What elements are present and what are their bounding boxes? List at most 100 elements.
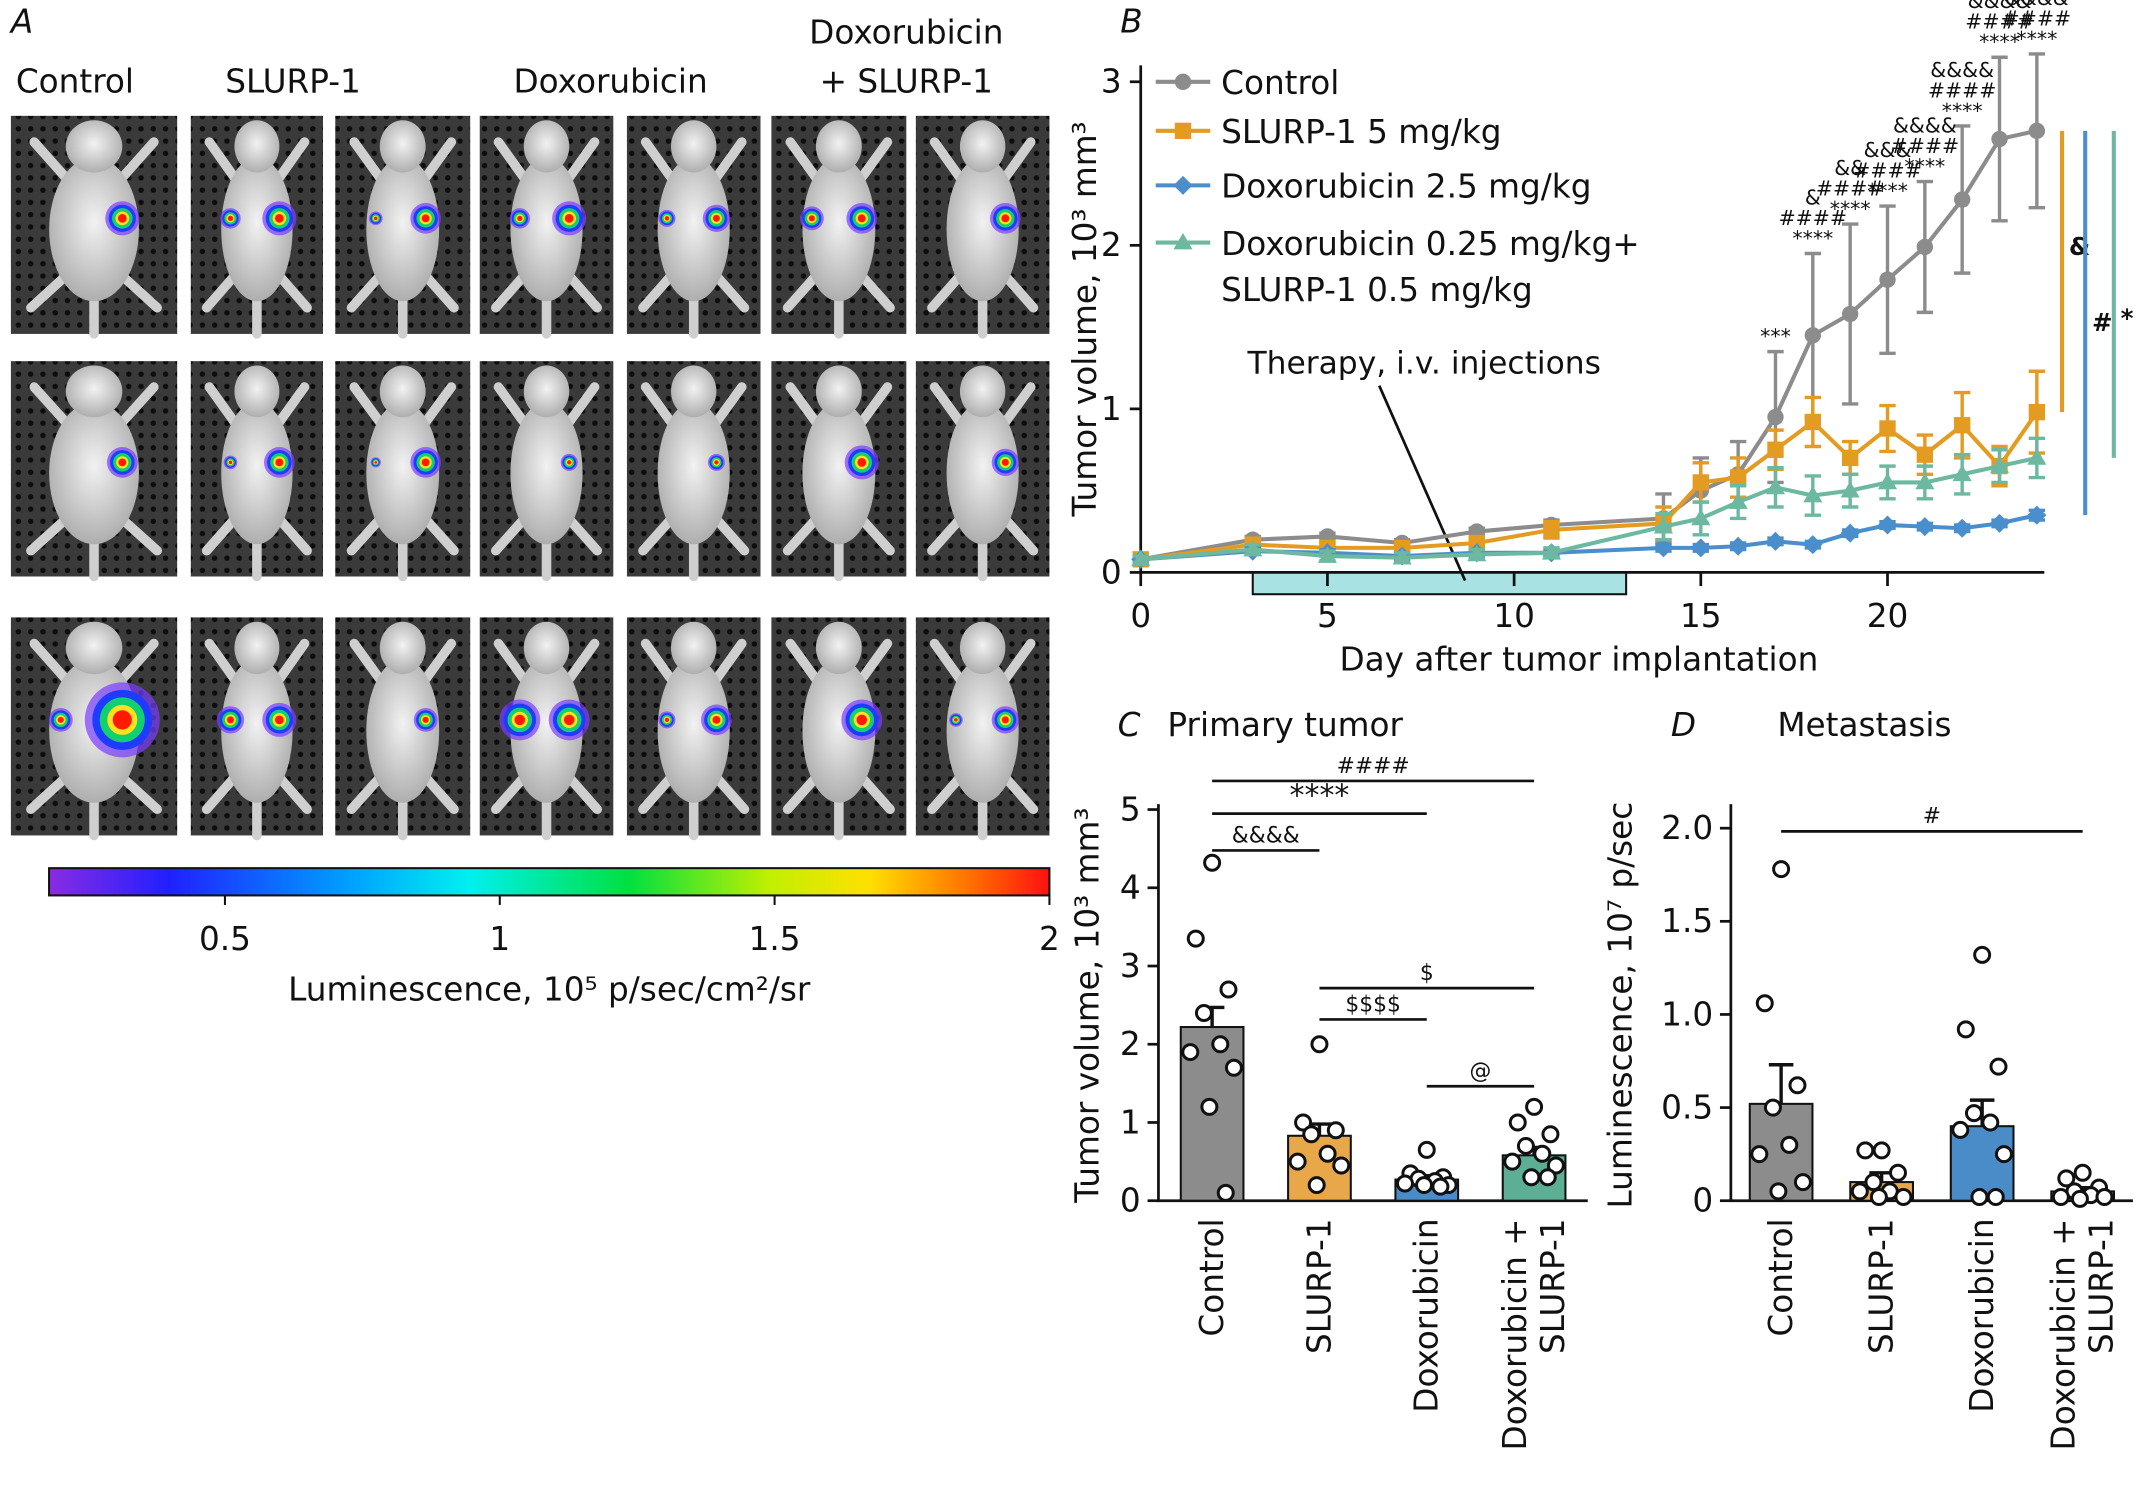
y-tick-label: 0.5 [1661,1088,1713,1126]
x-tick-label: Control [1762,1218,1800,1336]
y-tick-label: 2.0 [1661,809,1713,847]
data-point [1216,1183,1235,1202]
data-point [1203,853,1222,872]
signal [374,216,378,221]
mouse-limbs [782,137,895,339]
data-point [1780,1135,1799,1154]
mouse-limbs [490,137,603,339]
mouse-image [10,361,178,582]
mouse-head [815,120,862,173]
x-tick-label: Doxorubicin [1963,1218,2001,1412]
x-tick-label: Doxorubicin + [1496,1218,1534,1450]
comparison-label: &&&& [1232,823,1300,848]
comparison-label: # [1923,804,1941,829]
mouse-body [657,157,730,302]
y-tick-label: 2 [1120,1025,1141,1063]
comparison-label: # [2092,308,2113,337]
significance-label: *** [1760,324,1791,348]
data-point [1970,1187,1989,1206]
colorbar-tick-label: 0.5 [199,920,251,958]
data-point [1994,1145,2013,1164]
mouse-limbs [26,638,162,841]
y-tick-label: 3 [1120,947,1141,985]
mouse-body [366,402,440,545]
comparison-label: @ [1470,1059,1492,1084]
mouse-image [190,115,324,339]
data-point [1888,1163,1907,1182]
data-point [1989,456,2010,473]
data-point [1173,175,1193,195]
mouse-limbs [346,382,459,582]
mouse-head [65,120,123,173]
signal [664,216,670,221]
data-point [1467,544,1487,562]
colorbar [48,867,1051,897]
y-axis-label: Tumor volume, 10³ mm³ [1066,121,1104,517]
mouse-image [479,115,614,339]
data-point [1951,1120,1970,1139]
significance-label: #### [1816,176,1885,200]
data-point [1755,994,1774,1013]
mouse-head [671,621,717,675]
data-point [1395,1174,1414,1193]
data-point [1765,477,1786,495]
mouse-body [946,658,1019,803]
y-tick-label: 1.0 [1661,995,1713,1033]
x-tick-label: 15 [1680,597,1722,635]
error-bar [1768,1063,1794,1104]
data-point [1769,1182,1788,1201]
data-point [1981,1113,2000,1132]
signal [856,714,868,726]
signal [228,460,233,465]
legend-label: Doxorubicin 0.25 mg/kg+ [1221,225,1640,263]
significance-label: #### [1965,10,2034,34]
data-point [1525,1097,1544,1116]
signal [564,213,574,223]
data-point [1186,929,1205,948]
mouse-limbs [26,382,162,582]
data-point [1200,1097,1219,1116]
mouse-body [802,157,876,302]
x-tick-label: 5 [1317,597,1338,635]
data-point [1294,1113,1313,1132]
mouse-limbs [490,638,603,841]
therapy-period [1251,571,1628,596]
mouse-image [915,617,1050,841]
data-point [1973,945,1992,964]
data-point [1989,1057,2008,1076]
data-point [1653,538,1674,558]
mouse-body [946,402,1019,545]
x-tick-label: 0 [1130,597,1151,635]
x-tick-label: Doxorubicin [1408,1218,1446,1412]
chart-title: Primary tumor [1167,706,1403,744]
data-point [1541,543,1561,560]
data-point [2028,122,2046,140]
significance-label: #### [1853,158,1922,182]
signal [1001,458,1009,466]
significance-label: **** [1942,99,1983,123]
y-axis-label: Luminescence, 10⁷ p/sec [1601,802,1639,1209]
significance-label: #### [1779,206,1848,230]
signal [112,710,132,730]
x-tick-label: SLURP-1 [1863,1218,1901,1354]
mouse-image [771,115,907,339]
x-tick-label: Control [1193,1218,1231,1336]
y-tick-label: 4 [1120,869,1141,907]
signal [517,215,523,221]
significance-label: &&&& [2005,0,2069,10]
data-point [1415,1176,1434,1195]
y-tick-label: 1 [1101,390,1122,428]
data-point [1991,130,2008,148]
y-tick-label: 1 [1120,1103,1141,1141]
mouse-head [671,120,717,173]
mouse-limbs [927,638,1039,841]
mouse-image [479,361,614,582]
panel-label: D [1671,706,1696,744]
therapy-pointer [1377,385,1467,582]
mouse-head [379,120,426,173]
mouse-image [479,617,614,841]
mouse-head [523,120,570,173]
column-label: Control [16,63,134,101]
